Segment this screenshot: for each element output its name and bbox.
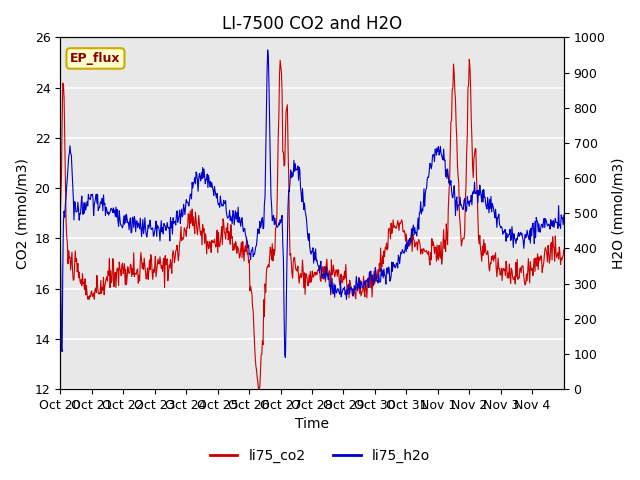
Text: EP_flux: EP_flux [70, 52, 121, 65]
X-axis label: Time: Time [295, 418, 329, 432]
Y-axis label: CO2 (mmol/m3): CO2 (mmol/m3) [15, 158, 29, 269]
Y-axis label: H2O (mmol/m3): H2O (mmol/m3) [611, 157, 625, 269]
Title: LI-7500 CO2 and H2O: LI-7500 CO2 and H2O [222, 15, 402, 33]
Legend: li75_co2, li75_h2o: li75_co2, li75_h2o [204, 443, 436, 468]
